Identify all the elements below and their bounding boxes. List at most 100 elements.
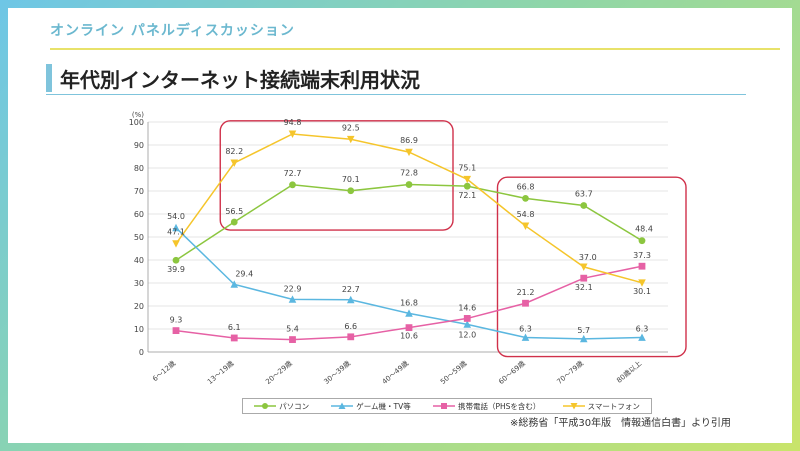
- data-point: [522, 194, 529, 202]
- data-point: [230, 218, 238, 226]
- data-point: [230, 334, 238, 342]
- data-label: 47.1: [167, 228, 185, 237]
- data-label: 94.8: [284, 118, 302, 127]
- data-point: [346, 295, 355, 304]
- y-tick-label: 90: [134, 141, 144, 150]
- title-underline: [46, 94, 746, 95]
- legend-swatch: [331, 402, 354, 409]
- y-tick-label: 80: [134, 164, 144, 173]
- section-label: オンライン パネルディスカッション: [50, 23, 295, 39]
- data-label: 29.4: [235, 269, 253, 278]
- page-title: 年代別インターネット接続端末利用状況: [60, 68, 420, 92]
- y-tick-label: 0: [139, 348, 144, 357]
- y-tick-label: 50: [134, 233, 144, 242]
- legend-swatch: [254, 403, 277, 409]
- legend-label: 携帯電話（PHSを含む）: [457, 401, 541, 411]
- series-line: [175, 133, 643, 284]
- data-point: [638, 237, 646, 245]
- legend-swatch: [562, 403, 585, 410]
- header-divider: [50, 48, 780, 50]
- data-label: 14.6: [458, 303, 476, 312]
- data-label: 22.9: [284, 284, 302, 293]
- legend-item: スマートフォン: [562, 401, 640, 412]
- data-label: 63.7: [575, 189, 593, 198]
- y-tick-label: 30: [134, 279, 144, 288]
- data-point: [289, 181, 296, 189]
- x-tick-label: 6～12歳: [151, 359, 178, 383]
- data-point: [172, 240, 180, 248]
- y-tick-label: 10: [134, 325, 144, 334]
- series-line: [175, 183, 643, 261]
- legend-label: スマートフォン: [587, 401, 640, 411]
- data-label: 5.4: [286, 325, 299, 334]
- data-label: 9.3: [170, 316, 183, 325]
- data-label: 37.3: [633, 251, 651, 260]
- data-point: [230, 159, 239, 167]
- legend-item: ゲーム機・TV等: [331, 401, 411, 412]
- y-tick-label: 60: [134, 210, 144, 219]
- x-tick-label: 50～59歳: [438, 359, 468, 386]
- data-point: [463, 320, 472, 328]
- x-tick-label: 20～29歳: [264, 359, 294, 386]
- data-label: 70.1: [342, 175, 360, 184]
- data-point: [288, 295, 297, 303]
- data-point: [346, 135, 355, 144]
- y-tick-label: 40: [134, 256, 144, 265]
- legend-item: 携帯電話（PHSを含む）: [432, 401, 541, 412]
- data-label: 6.3: [636, 325, 649, 334]
- slide: [8, 8, 792, 443]
- source-note: ※総務省「平成30年版 情報通信白書」より引用: [510, 418, 731, 429]
- data-label: 6.1: [228, 323, 241, 332]
- x-tick-label: 60～69歳: [497, 359, 527, 386]
- legend-item: パソコン: [254, 401, 309, 412]
- data-label: 82.2: [225, 147, 243, 156]
- data-label: 21.2: [517, 288, 535, 297]
- y-tick-label: 100: [129, 118, 144, 127]
- data-point: [463, 175, 472, 184]
- data-point: [521, 333, 530, 341]
- x-tick-label: 13～19歳: [205, 359, 235, 386]
- data-label: 32.1: [575, 283, 593, 292]
- y-unit-label: (%): [132, 111, 144, 119]
- data-point: [522, 299, 529, 307]
- data-point: [288, 130, 297, 138]
- title-accent-bar: [46, 64, 52, 92]
- x-tick-label: 80歳以上: [615, 359, 644, 385]
- data-point: [230, 280, 239, 288]
- data-point: [289, 336, 296, 343]
- data-point: [521, 222, 530, 230]
- x-tick-label: 30～39歳: [322, 359, 352, 386]
- legend-label: パソコン: [279, 401, 310, 411]
- data-label: 39.9: [167, 265, 185, 274]
- highlight-box-young: [219, 120, 454, 231]
- x-tick-label: 70～79歳: [555, 359, 585, 386]
- data-label: 54.0: [167, 212, 185, 221]
- data-point: [463, 315, 471, 322]
- data-point: [405, 324, 413, 332]
- data-point: [463, 182, 471, 190]
- data-point: [580, 274, 588, 282]
- x-tick-label: 40～49歳: [380, 359, 410, 386]
- y-tick-label: 20: [134, 302, 144, 311]
- highlight-box-senior: [496, 176, 687, 358]
- data-point: [172, 327, 180, 335]
- data-point: [405, 309, 413, 317]
- data-label: 5.7: [577, 326, 590, 335]
- data-point: [579, 263, 588, 271]
- data-label: 12.0: [458, 330, 476, 339]
- data-label: 72.7: [284, 169, 302, 178]
- data-label: 66.8: [517, 182, 535, 191]
- data-label: 6.3: [519, 325, 532, 334]
- data-point: [347, 333, 355, 341]
- data-point: [347, 187, 355, 195]
- data-point: [405, 148, 413, 157]
- data-label: 10.6: [400, 332, 418, 341]
- data-point: [405, 181, 413, 188]
- data-point: [579, 334, 588, 343]
- data-label: 86.9: [400, 136, 418, 145]
- data-point: [638, 262, 646, 270]
- y-tick-label: 70: [134, 187, 144, 196]
- data-label: 16.8: [400, 298, 418, 307]
- legend-swatch: [432, 403, 455, 409]
